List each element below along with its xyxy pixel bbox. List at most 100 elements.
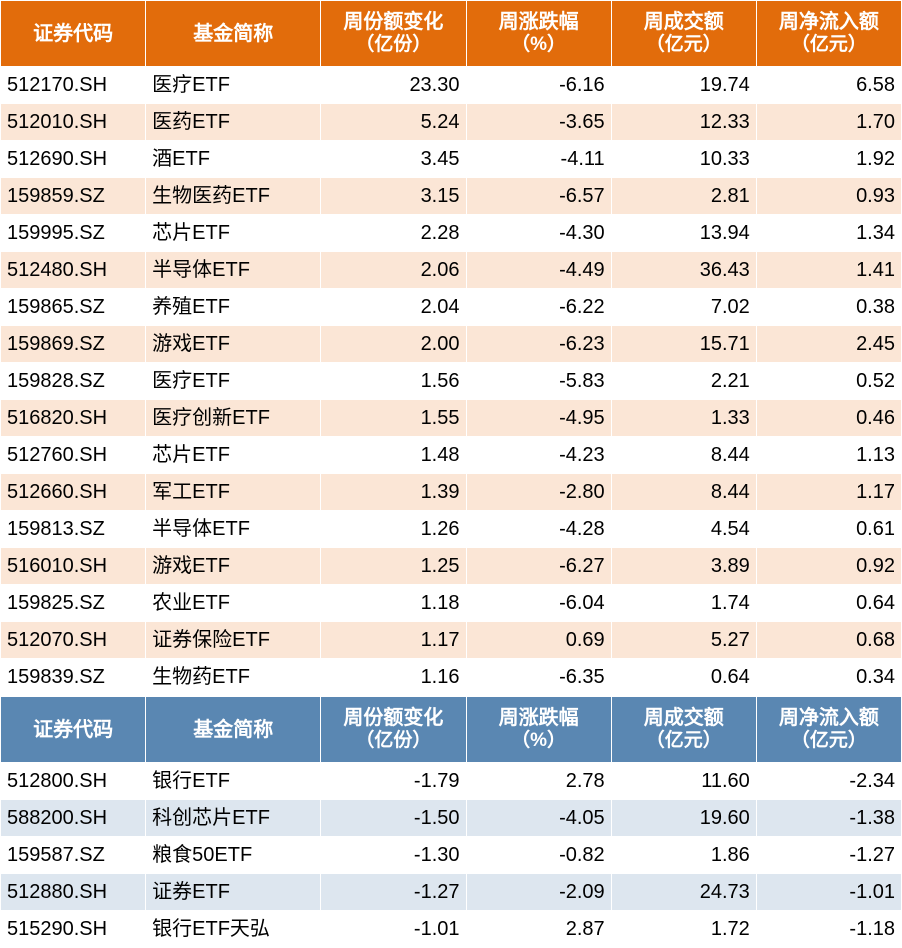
- cell-name: 养殖ETF: [146, 289, 321, 326]
- table-row: 159869.SZ游戏ETF2.00-6.2315.712.45: [1, 326, 902, 363]
- cell-name: 芯片ETF: [146, 437, 321, 474]
- table-row: 159587.SZ粮食50ETF-1.30-0.821.86-1.27: [1, 837, 902, 874]
- cell-flow: 0.93: [756, 178, 901, 215]
- table-row: 588200.SH科创芯片ETF-1.50-4.0519.60-1.38: [1, 800, 902, 837]
- cell-share: 1.55: [321, 400, 466, 437]
- cell-code: 512690.SH: [1, 141, 146, 178]
- cell-name: 医疗ETF: [146, 67, 321, 104]
- cell-share: 2.00: [321, 326, 466, 363]
- cell-code: 516820.SH: [1, 400, 146, 437]
- cell-name: 证券保险ETF: [146, 622, 321, 659]
- col-flow: 周净流入额（亿元）: [756, 697, 901, 763]
- cell-chg: 2.78: [466, 763, 611, 800]
- table-row: 159995.SZ芯片ETF2.28-4.3013.941.34: [1, 215, 902, 252]
- cell-vol: 0.64: [611, 659, 756, 696]
- cell-flow: 1.34: [756, 215, 901, 252]
- cell-share: -1.50: [321, 800, 466, 837]
- etf-tables: 证券代码 基金简称 周份额变化（亿份） 周涨跌幅（%） 周成交额（亿元） 周净流…: [0, 0, 902, 948]
- cell-code: 512880.SH: [1, 874, 146, 911]
- outflow-table: 证券代码 基金简称 周份额变化（亿份） 周涨跌幅（%） 周成交额（亿元） 周净流…: [0, 696, 902, 948]
- cell-code: 159813.SZ: [1, 511, 146, 548]
- cell-code: 512660.SH: [1, 474, 146, 511]
- cell-chg: -6.35: [466, 659, 611, 696]
- col-vol: 周成交额（亿元）: [611, 1, 756, 67]
- cell-chg: -2.09: [466, 874, 611, 911]
- cell-code: 159839.SZ: [1, 659, 146, 696]
- cell-name: 粮食50ETF: [146, 837, 321, 874]
- cell-name: 酒ETF: [146, 141, 321, 178]
- cell-flow: 1.13: [756, 437, 901, 474]
- cell-flow: 0.46: [756, 400, 901, 437]
- cell-share: 2.28: [321, 215, 466, 252]
- table-row: 159813.SZ半导体ETF1.26-4.284.540.61: [1, 511, 902, 548]
- cell-name: 银行ETF天弘: [146, 911, 321, 948]
- cell-chg: -4.49: [466, 252, 611, 289]
- table-row: 159828.SZ医疗ETF1.56-5.832.210.52: [1, 363, 902, 400]
- cell-name: 游戏ETF: [146, 548, 321, 585]
- cell-chg: -0.82: [466, 837, 611, 874]
- cell-name: 科创芯片ETF: [146, 800, 321, 837]
- cell-share: -1.01: [321, 911, 466, 948]
- cell-vol: 11.60: [611, 763, 756, 800]
- cell-code: 159865.SZ: [1, 289, 146, 326]
- cell-name: 半导体ETF: [146, 252, 321, 289]
- cell-share: -1.30: [321, 837, 466, 874]
- cell-chg: 2.87: [466, 911, 611, 948]
- cell-vol: 19.60: [611, 800, 756, 837]
- cell-code: 159587.SZ: [1, 837, 146, 874]
- table-row: 512760.SH芯片ETF1.48-4.238.441.13: [1, 437, 902, 474]
- cell-vol: 4.54: [611, 511, 756, 548]
- cell-share: 3.15: [321, 178, 466, 215]
- outflow-body: 512800.SH银行ETF-1.792.7811.60-2.34588200.…: [1, 763, 902, 948]
- cell-flow: 6.58: [756, 67, 901, 104]
- cell-chg: -6.22: [466, 289, 611, 326]
- cell-code: 516010.SH: [1, 548, 146, 585]
- cell-chg: -6.16: [466, 67, 611, 104]
- cell-vol: 2.21: [611, 363, 756, 400]
- cell-share: 5.24: [321, 104, 466, 141]
- table-row: 159839.SZ生物药ETF1.16-6.350.640.34: [1, 659, 902, 696]
- cell-name: 农业ETF: [146, 585, 321, 622]
- cell-share: 1.39: [321, 474, 466, 511]
- cell-chg: 0.69: [466, 622, 611, 659]
- cell-chg: -4.11: [466, 141, 611, 178]
- cell-share: 23.30: [321, 67, 466, 104]
- cell-vol: 10.33: [611, 141, 756, 178]
- col-code: 证券代码: [1, 1, 146, 67]
- cell-code: 512480.SH: [1, 252, 146, 289]
- cell-vol: 8.44: [611, 437, 756, 474]
- col-chg: 周涨跌幅（%）: [466, 1, 611, 67]
- cell-flow: 0.34: [756, 659, 901, 696]
- cell-vol: 36.43: [611, 252, 756, 289]
- cell-chg: -6.04: [466, 585, 611, 622]
- cell-chg: -4.28: [466, 511, 611, 548]
- col-code: 证券代码: [1, 697, 146, 763]
- cell-code: 512070.SH: [1, 622, 146, 659]
- cell-flow: -1.38: [756, 800, 901, 837]
- cell-share: -1.27: [321, 874, 466, 911]
- cell-flow: -2.34: [756, 763, 901, 800]
- cell-chg: -2.80: [466, 474, 611, 511]
- col-vol: 周成交额（亿元）: [611, 697, 756, 763]
- cell-share: 1.26: [321, 511, 466, 548]
- table-row: 515290.SH银行ETF天弘-1.012.871.72-1.18: [1, 911, 902, 948]
- cell-chg: -6.23: [466, 326, 611, 363]
- cell-code: 159859.SZ: [1, 178, 146, 215]
- cell-chg: -6.27: [466, 548, 611, 585]
- inflow-header: 证券代码 基金简称 周份额变化（亿份） 周涨跌幅（%） 周成交额（亿元） 周净流…: [1, 1, 902, 67]
- table-row: 159825.SZ农业ETF1.18-6.041.740.64: [1, 585, 902, 622]
- cell-share: -1.79: [321, 763, 466, 800]
- table-row: 512480.SH半导体ETF2.06-4.4936.431.41: [1, 252, 902, 289]
- cell-flow: -1.27: [756, 837, 901, 874]
- cell-share: 1.18: [321, 585, 466, 622]
- cell-flow: 0.92: [756, 548, 901, 585]
- cell-share: 1.48: [321, 437, 466, 474]
- cell-vol: 3.89: [611, 548, 756, 585]
- cell-code: 588200.SH: [1, 800, 146, 837]
- col-flow: 周净流入额（亿元）: [756, 1, 901, 67]
- cell-share: 1.56: [321, 363, 466, 400]
- cell-vol: 5.27: [611, 622, 756, 659]
- cell-flow: -1.01: [756, 874, 901, 911]
- col-share: 周份额变化（亿份）: [321, 697, 466, 763]
- cell-vol: 13.94: [611, 215, 756, 252]
